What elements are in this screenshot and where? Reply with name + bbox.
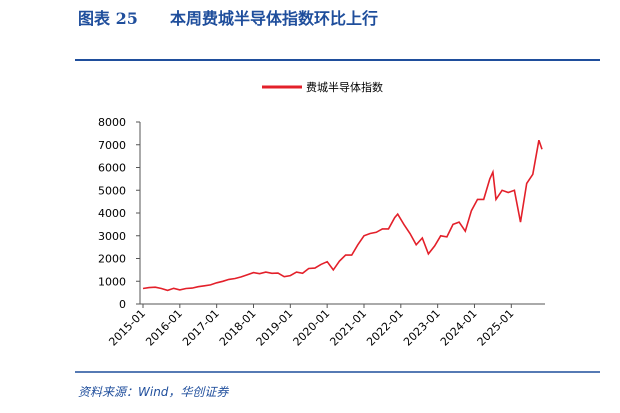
x-tick-label: 2018-01 bbox=[217, 307, 259, 349]
series-line bbox=[142, 139, 543, 292]
x-tick-label: 2019-01 bbox=[254, 307, 296, 349]
chart-title-label: 图表 25 bbox=[78, 9, 138, 28]
x-tick-label: 2015-01 bbox=[106, 307, 148, 349]
y-tick-label: 7000 bbox=[98, 139, 126, 152]
y-tick-label: 6000 bbox=[98, 162, 126, 175]
x-tick-label: 2024-01 bbox=[438, 307, 480, 349]
x-tick-label: 2017-01 bbox=[180, 307, 222, 349]
x-tick-label: 2022-01 bbox=[364, 307, 406, 349]
x-tick-label: 2023-01 bbox=[401, 307, 443, 349]
source: 资料来源：Wind，华创证券 bbox=[78, 385, 229, 399]
x-tick-label: 2025-01 bbox=[475, 307, 517, 349]
y-tick-label: 2000 bbox=[98, 253, 126, 266]
y-tick-label: 1000 bbox=[98, 275, 126, 288]
x-tick-label: 2021-01 bbox=[327, 307, 369, 349]
y-tick-label: 3000 bbox=[98, 230, 126, 243]
x-tick-label: 2016-01 bbox=[143, 307, 185, 349]
chart-title: 本周费城半导体指数环比上行 bbox=[170, 9, 378, 28]
y-tick-label: 4000 bbox=[98, 207, 126, 220]
y-tick-label: 5000 bbox=[98, 184, 126, 197]
y-tick-label: 0 bbox=[119, 298, 126, 311]
y-tick-label: 8000 bbox=[98, 116, 126, 129]
legend-label: 费城半导体指数 bbox=[306, 80, 383, 94]
x-tick-label: 2020-01 bbox=[291, 307, 333, 349]
